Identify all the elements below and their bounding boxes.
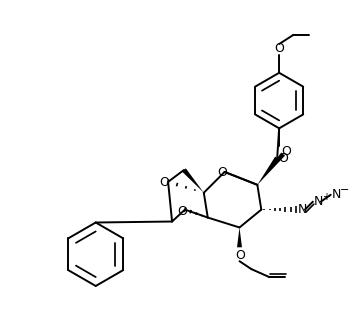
- Text: N: N: [314, 195, 323, 208]
- Polygon shape: [257, 152, 285, 185]
- Text: −: −: [340, 185, 349, 195]
- Polygon shape: [237, 227, 242, 247]
- Polygon shape: [257, 156, 279, 185]
- Text: O: O: [236, 249, 245, 262]
- Text: O: O: [278, 151, 288, 165]
- Text: N: N: [298, 203, 307, 216]
- Text: N: N: [332, 188, 341, 201]
- Text: +: +: [322, 192, 330, 202]
- Text: O: O: [159, 176, 169, 189]
- Text: O: O: [177, 205, 187, 218]
- Polygon shape: [182, 168, 204, 193]
- Text: O: O: [281, 145, 291, 158]
- Text: O: O: [274, 43, 284, 55]
- Text: O: O: [218, 166, 227, 180]
